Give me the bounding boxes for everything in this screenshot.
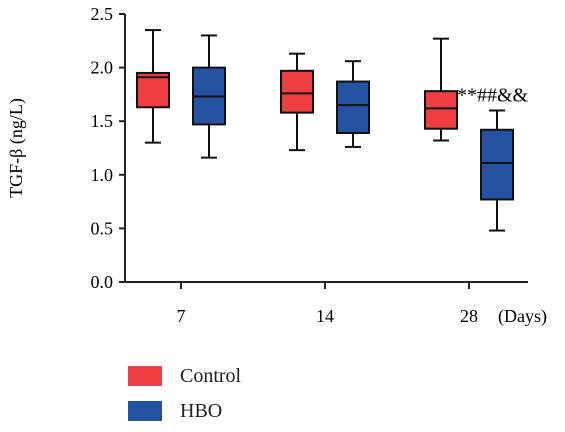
legend-swatch-control (128, 366, 162, 386)
x-tick-label: 28 (460, 306, 478, 326)
y-axis-label: TGF-β (ng/L) (6, 98, 27, 198)
x-tick-label: 14 (316, 306, 334, 326)
box-control-14 (280, 52, 314, 152)
box-control-28 (424, 37, 458, 142)
legend-swatch-hbo (128, 401, 162, 421)
y-tick-label: 1.0 (91, 165, 114, 185)
box-hbo-14 (336, 60, 370, 148)
box-hbo-7 (192, 34, 226, 159)
legend-item-hbo: HBO (128, 397, 241, 425)
box-iqr (280, 69, 314, 114)
box-iqr (424, 90, 458, 130)
box-hbo-28 (480, 109, 514, 232)
x-axis-unit: (Days) (498, 306, 547, 327)
significance-annotation: **##&& (457, 85, 529, 107)
legend-label-control: Control (180, 364, 242, 387)
box-control-7 (136, 29, 170, 144)
legend-item-control: Control (128, 362, 241, 390)
tgf-beta-boxplot: 0.0 0.5 1.0 1.5 2.0 2.5 7 14 28 TGF-β (ng/L) (Da… (6, 4, 547, 327)
y-tick-label: 2.5 (91, 4, 114, 24)
box-iqr (136, 71, 170, 109)
box-series (136, 29, 514, 232)
y-tick-label: 2.0 (91, 58, 114, 78)
legend-label-hbo: HBO (180, 399, 223, 422)
y-tick-label: 1.5 (91, 111, 114, 131)
axes: 0.0 0.5 1.0 1.5 2.0 2.5 7 14 28 (91, 4, 528, 326)
y-tick-label: 0.0 (91, 272, 114, 292)
x-tick-label: 7 (177, 306, 186, 326)
legend: Control HBO (128, 362, 241, 432)
box-iqr (480, 128, 514, 201)
box-iqr (336, 80, 370, 134)
y-tick-label: 0.5 (91, 218, 114, 238)
